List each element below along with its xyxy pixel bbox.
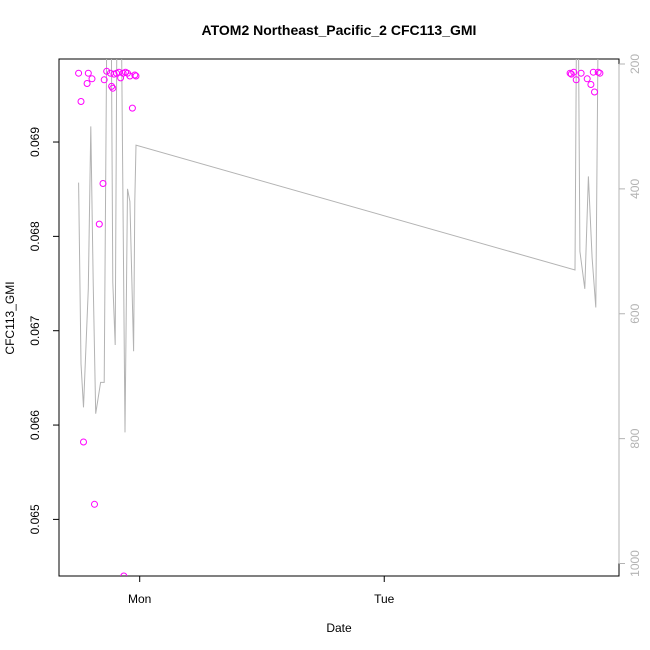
data-point xyxy=(91,500,98,508)
data-point xyxy=(103,67,111,75)
x-tick-label: Tue xyxy=(374,592,395,606)
y-tick-label-left: 0.069 xyxy=(28,127,42,157)
data-point xyxy=(589,68,597,76)
series-layer xyxy=(75,59,604,576)
data-point xyxy=(577,69,585,77)
data-point xyxy=(566,69,574,77)
y-tick-label-right: 1000 xyxy=(628,550,642,577)
data-point xyxy=(120,572,128,576)
y-tick-label-right: 400 xyxy=(628,179,642,199)
axis-layer: Mon Tue 0.065 0.066 0.067 0.068 0.069 200 400 600… xyxy=(28,54,642,606)
data-point xyxy=(596,69,604,77)
data-point xyxy=(594,68,602,76)
y-axis-label: CFC113_GMI xyxy=(3,281,17,354)
plot-frame xyxy=(58,58,620,577)
data-point xyxy=(80,438,87,446)
series-line-0 xyxy=(78,59,599,433)
data-point xyxy=(88,75,96,83)
data-point xyxy=(109,84,117,92)
data-point xyxy=(84,69,92,77)
y-tick-label-right: 600 xyxy=(628,303,642,323)
data-point xyxy=(131,71,139,79)
y-tick-label-left: 0.066 xyxy=(28,410,42,440)
y-tick-label-left: 0.067 xyxy=(28,315,42,345)
chart-title: ATOM2 Northeast_Pacific_2 CFC113_GMI xyxy=(202,22,477,38)
data-point xyxy=(77,98,85,105)
x-tick-label: Mon xyxy=(128,592,151,606)
data-point xyxy=(132,72,140,80)
data-point xyxy=(83,80,91,87)
data-point xyxy=(583,75,591,83)
data-point xyxy=(99,180,107,187)
y-tick-label-right: 200 xyxy=(628,54,642,74)
y-tick-label-left: 0.065 xyxy=(28,504,42,534)
data-point xyxy=(570,68,578,76)
data-point xyxy=(75,69,83,77)
data-point xyxy=(108,82,116,90)
data-point xyxy=(95,220,103,228)
data-point xyxy=(128,104,136,112)
data-point xyxy=(572,76,580,84)
data-point xyxy=(587,81,595,88)
data-point xyxy=(100,76,108,84)
x-axis-label: Date xyxy=(326,621,352,635)
y-tick-label-left: 0.068 xyxy=(28,221,42,251)
data-point xyxy=(591,88,598,96)
y-tick-label-right: 800 xyxy=(628,428,642,448)
